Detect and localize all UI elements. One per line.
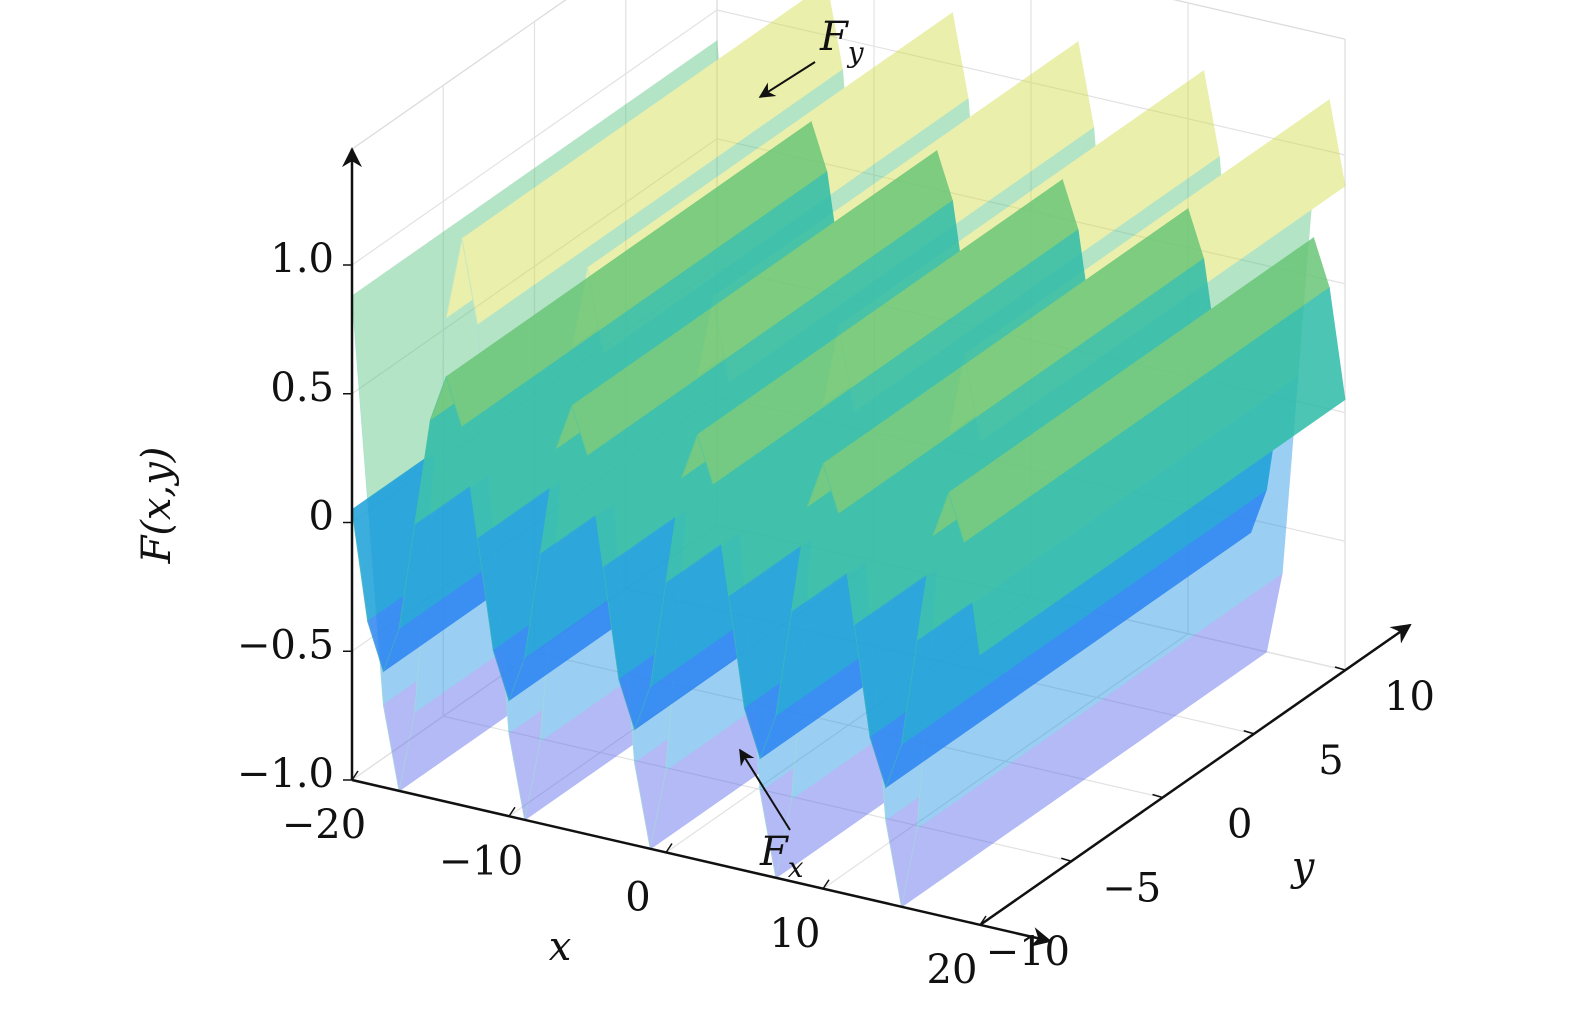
surface-strip bbox=[963, 287, 1346, 656]
y-tick-label: 5 bbox=[1318, 738, 1343, 784]
annotation-text: F bbox=[759, 829, 789, 875]
y-axis-label: y bbox=[1290, 844, 1316, 890]
surface-strip bbox=[885, 565, 1267, 908]
grid-line bbox=[442, 85, 1072, 862]
y-tick-label: −5 bbox=[1102, 865, 1161, 911]
surface-strip bbox=[900, 572, 1283, 908]
tick-mark bbox=[969, 921, 981, 926]
surfaces bbox=[351, 0, 1346, 908]
annotation: Fy bbox=[819, 14, 865, 69]
tick-mark bbox=[1061, 857, 1072, 862]
tick-mark bbox=[351, 770, 359, 781]
annotation-arrow bbox=[758, 61, 816, 98]
x-tick-label: 0 bbox=[625, 875, 650, 921]
surface-edge bbox=[351, 375, 981, 789]
tick-mark bbox=[1152, 793, 1163, 799]
y-tick-label: 10 bbox=[1384, 674, 1435, 720]
z-tick-label: 0 bbox=[309, 494, 334, 540]
annotation-sub: y bbox=[846, 36, 865, 69]
surface-strip bbox=[445, 0, 825, 319]
tick-mark bbox=[665, 843, 673, 853]
x-tick-label: 10 bbox=[770, 911, 821, 957]
z-tick-label: 1.0 bbox=[270, 236, 334, 282]
z-axis-label: F(x,y) bbox=[134, 447, 180, 565]
annotation: Fx bbox=[759, 829, 804, 884]
annotation-sub: x bbox=[788, 851, 804, 884]
annotation-arrow bbox=[739, 748, 791, 831]
tick-mark bbox=[979, 915, 987, 926]
annotation-text: F bbox=[819, 14, 849, 60]
tick-mark bbox=[1334, 666, 1346, 671]
y-tick-label: −10 bbox=[986, 929, 1070, 975]
tick-mark bbox=[1243, 730, 1254, 735]
y-tick-label: 0 bbox=[1227, 802, 1252, 848]
box-edge bbox=[1172, 0, 1346, 40]
tick-mark bbox=[822, 879, 830, 890]
x-tick-label: −10 bbox=[439, 838, 523, 884]
tick-mark bbox=[508, 806, 516, 817]
z-tick-label: −1.0 bbox=[237, 751, 334, 797]
x-axis-label: x bbox=[549, 924, 572, 970]
x-axis bbox=[351, 778, 1052, 947]
surface bbox=[351, 120, 1346, 789]
z-tick-label: −0.5 bbox=[237, 622, 334, 668]
y-axis bbox=[979, 623, 1412, 927]
z-tick-label: 0.5 bbox=[270, 365, 334, 411]
surface-strip bbox=[461, 0, 844, 326]
x-tick-label: −20 bbox=[282, 802, 366, 848]
x-tick-label: 20 bbox=[927, 947, 978, 993]
